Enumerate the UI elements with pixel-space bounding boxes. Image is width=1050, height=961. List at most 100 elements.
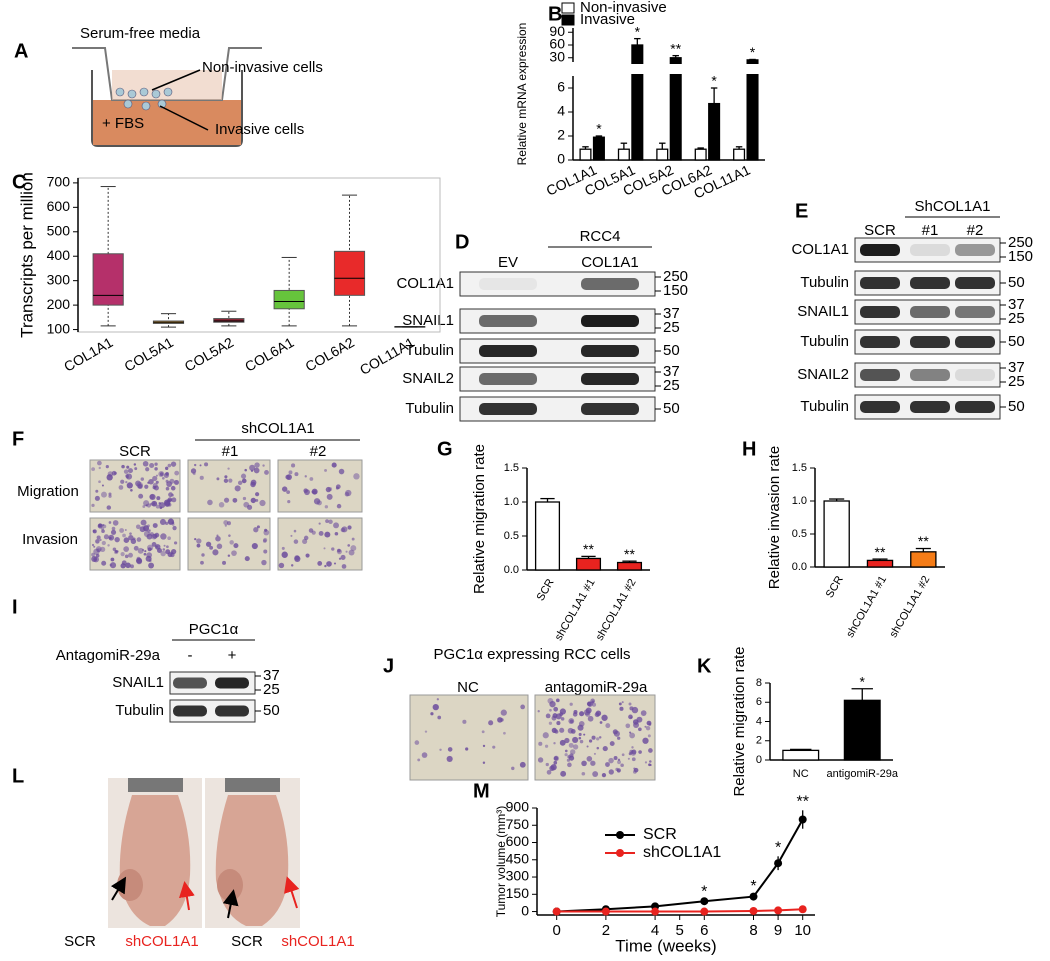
cell — [262, 539, 267, 543]
cell — [568, 742, 574, 748]
cell — [581, 760, 587, 767]
cell — [337, 548, 341, 553]
y-axis-label: Transcripts per million — [17, 172, 36, 338]
cell — [91, 503, 95, 507]
cell — [481, 730, 485, 734]
band — [581, 403, 639, 415]
band — [955, 244, 995, 256]
cell — [586, 745, 589, 748]
bar — [617, 148, 630, 161]
cell — [519, 761, 526, 768]
point — [700, 907, 709, 916]
row-label: Tubulin — [115, 702, 164, 719]
cell — [129, 564, 134, 569]
cell — [256, 525, 260, 529]
cell — [345, 489, 352, 497]
series-line — [556, 819, 804, 913]
cell — [125, 562, 131, 569]
transwell-diagram — [72, 47, 262, 147]
cell — [591, 735, 596, 740]
cell — [331, 462, 337, 468]
cell — [163, 544, 166, 547]
cell — [556, 721, 561, 726]
cell — [216, 477, 220, 481]
cell — [617, 758, 621, 761]
cell — [552, 713, 558, 719]
treatment-label: AntagomiR-29a — [56, 647, 161, 664]
cell — [92, 529, 97, 534]
cell — [595, 710, 602, 717]
cell — [134, 467, 138, 471]
cell — [345, 550, 348, 553]
band — [910, 369, 950, 381]
cell — [107, 544, 110, 547]
cell — [156, 496, 161, 501]
cell — [123, 469, 129, 474]
row-label: Tubulin — [800, 274, 849, 291]
x-tick-label: SCR — [824, 574, 846, 600]
cell — [167, 552, 173, 558]
cell — [326, 493, 333, 500]
cell — [172, 525, 177, 531]
cell — [96, 535, 101, 540]
column-label: SCR — [119, 443, 151, 460]
y-tick-label: 700 — [47, 174, 71, 190]
cell — [133, 545, 139, 551]
cell — [570, 749, 576, 755]
cell — [99, 538, 102, 542]
cell — [333, 562, 337, 565]
cell — [255, 498, 259, 502]
significance: * — [596, 121, 602, 137]
cell — [281, 546, 285, 550]
cell — [630, 750, 637, 756]
cell — [126, 476, 129, 479]
cell — [128, 468, 133, 474]
cell — [311, 488, 318, 495]
row-label: Tubulin — [800, 398, 849, 415]
cell — [318, 531, 324, 536]
cell — [482, 744, 486, 748]
cell — [204, 462, 209, 467]
cell — [564, 749, 568, 753]
size-marker: 250 — [663, 268, 688, 285]
cell — [111, 526, 116, 531]
cell — [135, 480, 141, 487]
row-label: Migration — [17, 483, 79, 500]
significance: ** — [624, 546, 635, 562]
significance: * — [701, 883, 707, 900]
cell — [619, 706, 624, 711]
cell — [593, 752, 596, 755]
significance: ** — [583, 541, 594, 557]
cell — [549, 765, 555, 771]
cell — [338, 557, 342, 560]
cell — [144, 550, 147, 553]
cell — [636, 716, 643, 723]
y-tick-label: 1.0 — [792, 495, 807, 507]
cell — [232, 497, 238, 503]
row-label: Tubulin — [405, 342, 454, 359]
cell — [152, 475, 158, 482]
legend-swatch — [561, 14, 575, 26]
cell — [605, 723, 611, 729]
cell — [560, 717, 565, 721]
cell — [421, 752, 428, 758]
size-marker: 25 — [263, 681, 280, 698]
cell — [139, 526, 146, 533]
cell — [133, 463, 137, 466]
cell — [633, 767, 636, 770]
cell — [328, 519, 333, 524]
cell — [95, 539, 100, 544]
cell — [432, 703, 439, 711]
label: + FBS — [102, 115, 144, 132]
x-tick-label: shCOL1A1 #1 — [844, 574, 889, 640]
cell — [141, 548, 145, 552]
cell — [152, 533, 158, 539]
point — [651, 907, 660, 916]
cell — [215, 535, 221, 542]
cell — [350, 545, 357, 552]
y-tick-label: 6 — [557, 79, 565, 95]
cell — [608, 769, 614, 775]
cell — [250, 497, 256, 504]
cell — [649, 763, 652, 767]
